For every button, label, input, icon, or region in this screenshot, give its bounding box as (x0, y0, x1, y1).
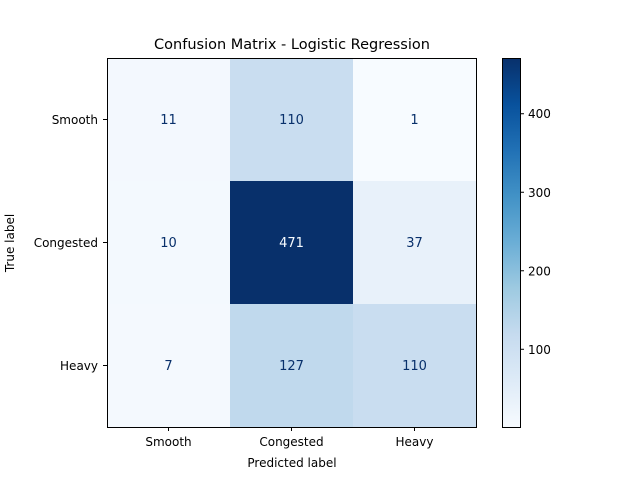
colorbar-tick-label: 300 (528, 186, 551, 200)
y-axis-label: True label (3, 214, 17, 273)
cell-value-label: 127 (279, 359, 304, 374)
colorbar-tick-label: 400 (528, 107, 551, 121)
x-axis-ticks: Smooth Congested Heavy (145, 427, 433, 449)
cell-value-label: 37 (406, 236, 423, 251)
heatmap-cell (107, 58, 231, 182)
x-tick-label: Congested (259, 435, 323, 449)
heatmap-cell (353, 304, 477, 428)
heatmap-cell-labels: 11 110 110 471 377 127 110 (160, 113, 427, 374)
colorbar (502, 58, 520, 427)
cell-value-label: 1 (410, 113, 418, 128)
colorbar-tick-label: 100 (528, 343, 551, 357)
y-tick-label: Heavy (60, 359, 98, 373)
heatmap-cell (230, 304, 354, 428)
x-axis-label: Predicted label (247, 456, 336, 470)
heatmap-cell (230, 181, 354, 305)
heatmap-cell (107, 181, 231, 305)
heatmap-cell (353, 58, 477, 182)
colorbar-frame (502, 58, 521, 428)
cell-value-label: 471 (279, 236, 304, 251)
cell-value-label: 110 (279, 113, 304, 128)
chart-title: Confusion Matrix - Logistic Regression (154, 37, 430, 53)
y-tick-label: Smooth (52, 113, 98, 127)
cell-value-label: 7 (164, 359, 172, 374)
heatmap-cell (353, 181, 477, 305)
heatmap-cell (230, 58, 354, 182)
heatmap-cells (107, 58, 477, 428)
colorbar-tick-label: 200 (528, 264, 551, 278)
y-axis-ticks: Smooth Congested Heavy (34, 113, 107, 373)
cell-value-label: 11 (160, 113, 177, 128)
cell-value-label: 10 (160, 236, 177, 251)
x-tick-label: Smooth (145, 435, 191, 449)
x-tick-label: Heavy (396, 435, 434, 449)
colorbar-ticks: 100 200 300 400 (520, 107, 551, 357)
heatmap-cell (107, 304, 231, 428)
y-tick-label: Congested (34, 236, 98, 250)
cell-value-label: 110 (402, 359, 427, 374)
